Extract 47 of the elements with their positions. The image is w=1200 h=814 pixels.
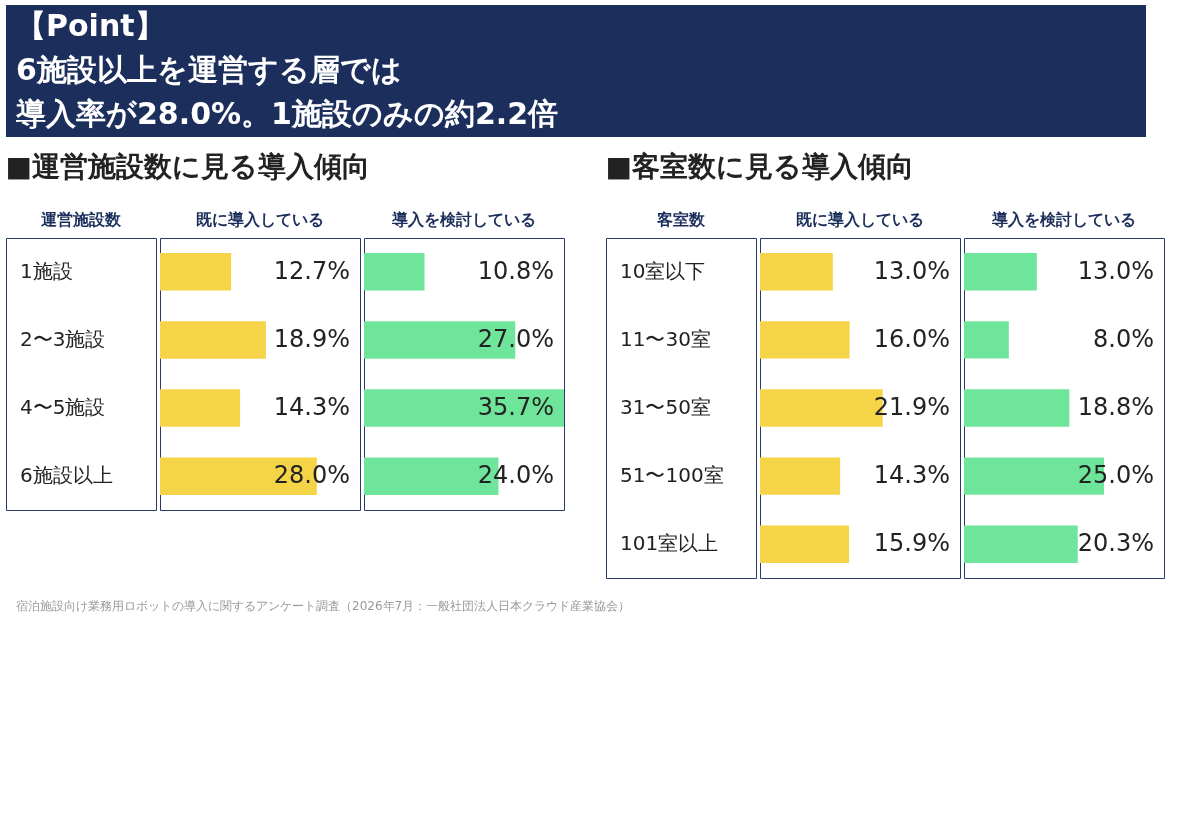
bar xyxy=(760,457,841,495)
data-label: 12.7% xyxy=(273,256,350,285)
data-label: 13.0% xyxy=(873,256,950,285)
data-label: 18.8% xyxy=(1077,393,1154,421)
bar xyxy=(364,389,564,427)
text: 導入率が28.0%。1施設のみの約2.2倍 xyxy=(15,96,559,131)
data-label: 15.9% xyxy=(873,529,950,558)
y-tick-label: 11〜30室 xyxy=(620,327,711,351)
bar xyxy=(964,525,1078,564)
y-tick-label: 101室以上 xyxy=(620,531,719,555)
data-label: 14.3% xyxy=(273,393,350,422)
y-tick-label: 31〜50室 xyxy=(620,395,711,419)
chart-title: ■運営施設数に見る導入傾向 xyxy=(5,149,370,183)
data-label: 35.7% xyxy=(477,393,554,422)
bar xyxy=(364,253,425,291)
series-label: 導入を検討している xyxy=(991,210,1136,229)
bar xyxy=(964,252,1037,291)
y-tick-label: 51〜100室 xyxy=(620,463,724,487)
series-label: 既に導入している xyxy=(796,210,924,229)
bar xyxy=(964,389,1070,427)
text: 【Point】 xyxy=(16,8,165,43)
data-label: 16.0% xyxy=(873,324,950,353)
chart-title: ■客室数に見る導入傾向 xyxy=(605,149,914,183)
data-label: 10.8% xyxy=(477,256,554,285)
y-tick-label: 10室以下 xyxy=(620,259,706,283)
text: 宿泊施設向け業務用ロボットの導入に関するアンケート調査（2026年7月：一般社団法人日本クラウド産業協会） xyxy=(16,599,631,613)
series-label: 導入を検討している xyxy=(391,210,536,229)
y-axis-title: 運営施設数 xyxy=(40,210,122,229)
data-label: 13.0% xyxy=(1077,256,1154,285)
bar xyxy=(760,321,850,359)
data-label: 18.9% xyxy=(273,324,350,353)
data-label: 20.3% xyxy=(1077,529,1154,558)
y-tick-label: 4〜5施設 xyxy=(20,395,106,419)
y-axis-title: 客室数 xyxy=(656,210,706,229)
bar xyxy=(160,253,232,291)
bar xyxy=(160,321,266,359)
bar xyxy=(760,252,833,291)
y-tick-label: 1施設 xyxy=(20,259,73,283)
text: 6施設以上を運営する層では xyxy=(16,52,402,87)
series-label: 既に導入している xyxy=(196,210,324,229)
data-label: 14.3% xyxy=(873,461,950,490)
y-tick-label: 6施設以上 xyxy=(20,463,113,487)
y-tick-label: 2〜3施設 xyxy=(20,327,106,351)
bar xyxy=(160,389,241,427)
bar xyxy=(760,525,850,564)
bar xyxy=(964,321,1009,359)
data-label: 8.0% xyxy=(1093,324,1154,353)
